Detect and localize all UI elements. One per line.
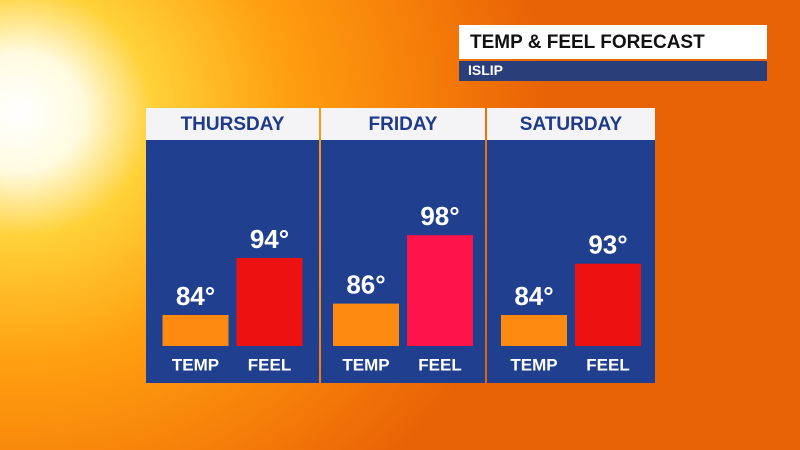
day-header xyxy=(146,108,319,140)
series-label: FEEL xyxy=(586,355,629,374)
value-label: 93° xyxy=(588,230,627,260)
day-label: FRIDAY xyxy=(369,114,438,135)
series-label: TEMP xyxy=(510,355,557,374)
bar xyxy=(162,315,229,346)
value-label: 86° xyxy=(346,269,385,299)
bar xyxy=(236,258,303,346)
series-label: TEMP xyxy=(342,355,389,374)
day-panel xyxy=(487,140,655,383)
value-label: 84° xyxy=(176,281,215,311)
day-header xyxy=(487,108,655,140)
chart-title: TEMP & FEEL FORECAST xyxy=(470,32,705,53)
value-label: 94° xyxy=(250,224,289,254)
subtitle-box xyxy=(459,61,767,81)
bar xyxy=(407,235,473,346)
title-box xyxy=(459,25,767,59)
day-header xyxy=(321,108,485,140)
chart-subtitle: ISLIP xyxy=(468,62,503,78)
value-label: 98° xyxy=(420,201,459,231)
panels: THURSDAY 84° TEMP 94° FEEL FRIDAY 86° TEMP 98° FE… xyxy=(146,108,655,383)
series-label: FEEL xyxy=(248,355,291,374)
day-label: THURSDAY xyxy=(181,114,285,135)
value-label: 84° xyxy=(514,281,553,311)
bar xyxy=(501,315,567,346)
series-label: TEMP xyxy=(172,355,219,374)
bar xyxy=(575,263,641,346)
bar xyxy=(333,303,399,346)
series-label: FEEL xyxy=(418,355,461,374)
day-label: SATURDAY xyxy=(520,114,623,135)
